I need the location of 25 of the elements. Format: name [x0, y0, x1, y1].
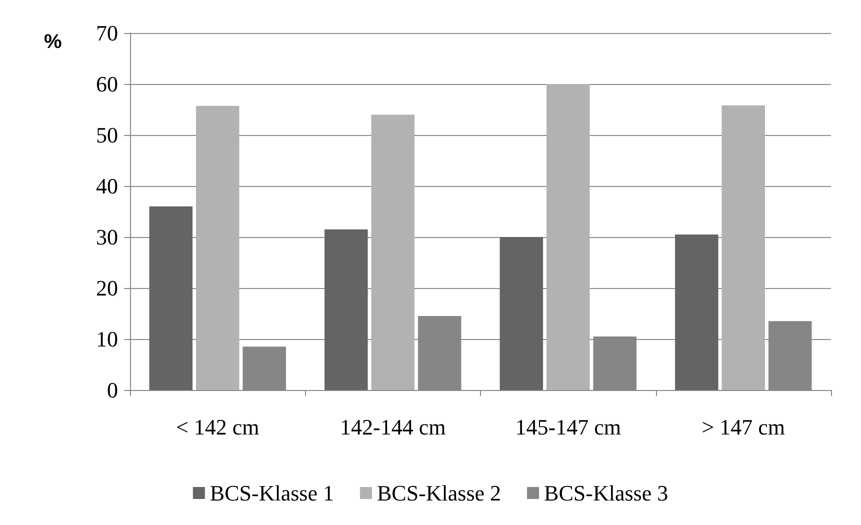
bar: [371, 114, 415, 390]
y-tick-label: 20: [96, 276, 118, 300]
x-tick-label: 145-147 cm: [515, 414, 621, 440]
y-tick-label: 0: [107, 378, 118, 402]
y-axis-title: %: [44, 31, 62, 53]
y-tick-label: 60: [96, 72, 118, 96]
bar: [546, 84, 590, 390]
bar: [675, 234, 718, 390]
y-tick-label: 10: [96, 326, 118, 352]
bar: [500, 237, 544, 390]
y-tick-label: 40: [96, 174, 118, 198]
bar: [324, 229, 368, 390]
x-tick-label: 142-144 cm: [340, 414, 446, 440]
legend-label: BCS-Klasse 2: [376, 480, 502, 506]
x-tick-label: < 142 cm: [176, 414, 260, 440]
y-tick-label: 70: [96, 20, 118, 46]
bar: [722, 105, 766, 390]
x-tick-label: > 147 cm: [702, 414, 786, 440]
bar: [196, 106, 240, 390]
y-tick-label: 50: [96, 122, 118, 148]
bar: [149, 206, 193, 390]
legend-label: BCS-Klasse 3: [544, 480, 668, 506]
bar: [242, 346, 286, 390]
y-tick-label: 30: [96, 224, 118, 250]
legend-label: BCS-Klasse 1: [210, 480, 334, 506]
